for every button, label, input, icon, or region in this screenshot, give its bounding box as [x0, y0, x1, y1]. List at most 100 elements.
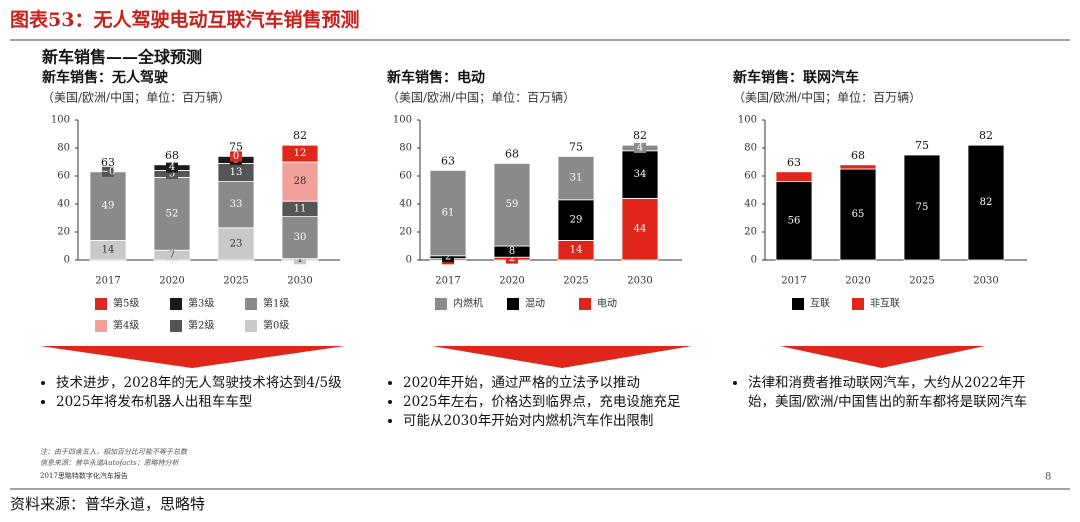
footer: 资料来源：普华永道，思略特	[10, 495, 205, 513]
legend-swatch	[95, 298, 107, 310]
y-tick-label: 40	[744, 199, 757, 210]
total-label: 68	[851, 149, 865, 162]
legend-label: 电动	[597, 297, 617, 310]
x-tick-label: 2020	[499, 276, 524, 287]
total-label: 82	[979, 129, 993, 142]
total-label: 63	[787, 156, 801, 169]
y-tick-label: 40	[57, 199, 70, 210]
x-tick-label: 2020	[845, 276, 870, 287]
value-label: 1	[297, 254, 303, 265]
x-tick-label: 2030	[973, 276, 998, 287]
bar-segment	[217, 181, 255, 229]
legend-label: 第5级	[113, 297, 139, 310]
legend-label: 混动	[525, 298, 545, 310]
value-label: 44	[634, 224, 647, 235]
note: 信息来源：普华永道Autofacts；思略特分析	[40, 459, 180, 467]
legend-swatch	[852, 298, 864, 310]
value-label: 75	[916, 202, 929, 213]
value-label: 49	[102, 201, 115, 212]
value-label: 8	[509, 246, 515, 257]
legend-swatch	[579, 298, 591, 310]
bar-segment	[903, 154, 941, 261]
y-tick-label: 60	[399, 171, 412, 182]
total-label: 75	[229, 140, 243, 153]
bullet: 2020年开始，通过严格的立法予以推动	[403, 374, 713, 393]
legend-swatch	[245, 298, 257, 310]
chart-subtitle: （美国/欧洲/中国；单位：百万辆）	[387, 90, 575, 105]
x-tick-label: 2017	[781, 276, 806, 287]
bar-segment	[557, 155, 595, 201]
y-tick-label: 100	[738, 115, 757, 126]
total-label: 75	[915, 139, 929, 152]
x-tick-label: 2030	[627, 276, 652, 287]
bar-segment	[493, 162, 531, 247]
bar-segment	[967, 144, 1005, 261]
total-label: 82	[633, 129, 647, 142]
total-label: 63	[441, 154, 455, 167]
y-tick-label: 80	[57, 143, 70, 154]
x-tick-label: 2025	[563, 276, 588, 287]
bullets: 法律和消费者推动联网汽车，大约从2022年开始，美国/欧洲/中国售出的新车都将是…	[730, 374, 1048, 412]
bullet: 可能从2030年开始对内燃机汽车作出限制	[403, 412, 713, 431]
y-tick-label: 20	[57, 227, 70, 238]
bar-segment	[621, 150, 659, 199]
y-tick-label: 20	[399, 227, 412, 238]
x-tick-label: 2020	[159, 276, 184, 287]
chart-title: 新车销售：电动	[387, 69, 485, 86]
legend-swatch	[792, 298, 804, 310]
value-label: 33	[230, 199, 243, 210]
value-label: 2	[445, 252, 451, 263]
bar-segment	[281, 161, 319, 202]
chart-subtitle: （美国/欧洲/中国；单位：百万辆）	[733, 90, 921, 105]
total-label: 68	[165, 149, 179, 162]
legend-label: 互联	[810, 298, 830, 310]
total-label: 75	[569, 140, 583, 153]
page-number: 8	[1045, 472, 1051, 483]
value-label: 52	[166, 208, 179, 219]
legend-label: 第0级	[263, 319, 289, 332]
value-label: 0	[233, 151, 239, 162]
bar-segment	[621, 197, 659, 261]
bar-segment	[775, 181, 813, 261]
legend-swatch	[507, 298, 519, 310]
value-label-box	[102, 166, 114, 177]
bar-segment	[429, 169, 467, 257]
bar-segment	[281, 144, 319, 163]
legend-label: 第2级	[188, 319, 214, 332]
value-label-box	[634, 143, 646, 153]
bar-segment	[217, 227, 255, 261]
y-tick-label: 60	[57, 171, 70, 182]
value-label-box	[230, 151, 242, 162]
y-tick-label: 0	[406, 255, 412, 266]
value-label: 65	[852, 209, 865, 220]
value-label: 34	[634, 169, 647, 180]
value-label: 59	[506, 199, 519, 210]
value-label: 14	[102, 245, 115, 256]
y-tick-label: 0	[751, 255, 757, 266]
value-label: 2	[509, 253, 515, 264]
x-tick-label: 2025	[909, 276, 934, 287]
legend-label: 第4级	[113, 319, 139, 332]
bar-segment	[839, 164, 877, 170]
legend-swatch	[435, 298, 447, 310]
value-label-box	[166, 162, 178, 173]
value-label: 4	[637, 143, 643, 154]
value-label: 56	[788, 215, 801, 226]
note: 注：由于四舍五入，相加百分比可能不等于总数	[40, 448, 188, 456]
bar-segment	[89, 171, 127, 241]
chart-title: 新车销售：联网汽车	[733, 69, 859, 86]
value-label: 61	[442, 208, 455, 219]
total-label: 82	[293, 129, 307, 142]
value-label: 23	[230, 238, 243, 249]
y-tick-label: 0	[64, 255, 70, 266]
legend-label: 第3级	[188, 297, 214, 310]
bar-segment	[775, 171, 813, 183]
x-tick-label: 2025	[223, 276, 248, 287]
arrow	[780, 346, 985, 368]
note: 2017思略特数字化汽车报告	[40, 471, 128, 480]
y-tick-label: 100	[393, 115, 412, 126]
bullet: 2025年将发布机器人出租车车型	[56, 393, 366, 412]
y-tick-label: 40	[399, 199, 412, 210]
y-tick-label: 80	[744, 143, 757, 154]
